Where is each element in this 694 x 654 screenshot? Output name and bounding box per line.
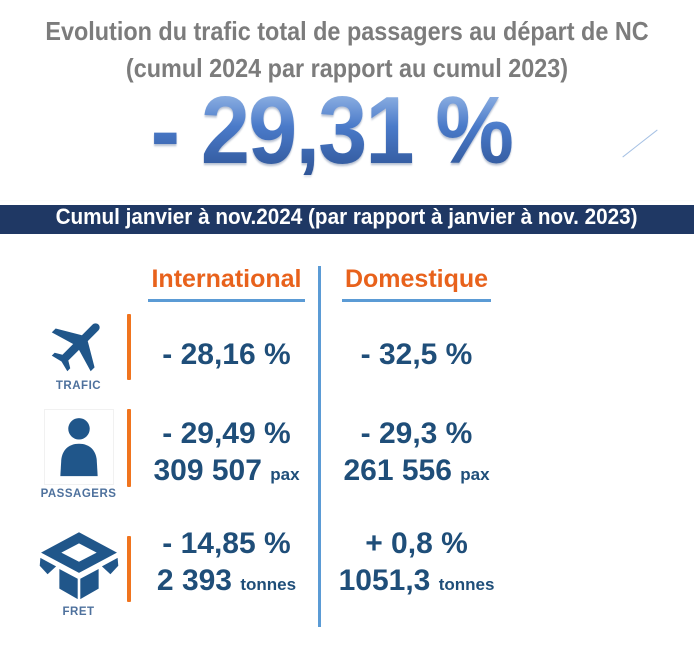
amount-number: 2 393 [156,564,232,597]
amount-unit: pax [460,465,490,484]
amount-number: 309 507 [153,454,262,487]
passagers-international-amount: 309 507 pax [153,453,299,493]
row-passagers-icon-cell: PASSAGERS [0,407,135,517]
row-label-passagers: PASSAGERS [40,488,117,500]
column-header-domestique: Domestique [318,246,560,302]
trafic-international-pct: - 28,16 % [162,337,291,371]
orange-accent-bar [127,536,131,602]
fret-international-value: - 14,85 % 2 393 tonnes [135,517,318,627]
header-spacer-right [560,246,694,302]
trafic-icon-stack: TRAFIC [30,302,127,392]
orange-accent-bar [127,409,131,487]
column-divider [318,266,321,627]
amount-unit: pax [270,465,300,484]
row-label-fret: FRET [62,606,95,618]
period-banner-text: Cumul janvier à nov.2024 (par rapport à … [56,204,638,229]
passagers-domestique-pct: - 29,3 % [360,417,473,450]
header-spacer [0,246,135,302]
open-box-icon [39,532,118,600]
title-line-1: Evolution du trafic total de passagers a… [45,16,649,46]
row-trafic-icon-cell: TRAFIC [0,302,135,407]
header-international-label: International [148,265,305,302]
person-icon-frame [43,409,114,485]
traffic-comparison-table: International Domestique TRAFIC - 28,16 … [0,246,694,627]
orange-accent-bar [127,314,131,380]
amount-unit: tonnes [438,575,495,594]
title-line-2: (cumul 2024 par rapport au cumul 2023) [125,53,569,83]
fret-international-pct: - 14,85 % [162,527,291,560]
person-icon [59,418,98,477]
passagers-international-pct: - 29,49 % [162,417,291,450]
passagers-domestique-value: - 29,3 % 261 556 pax [318,407,560,517]
fret-domestique-value: + 0,8 % 1051,3 tonnes [318,517,560,627]
amount-number: 1051,3 [338,564,431,597]
passagers-domestique-amount: 261 556 pax [343,453,489,493]
row-fret-icon-cell: FRET [0,517,135,627]
plane-icon [51,323,100,372]
trafic-domestique-value: - 32,5 % [318,302,560,407]
period-banner: Cumul janvier à nov.2024 (par rapport à … [0,200,694,234]
row2-spacer [560,407,694,517]
row1-spacer [560,302,694,407]
passagers-icon-stack: PASSAGERS [30,407,127,500]
column-header-international: International [135,246,318,302]
headline-value: - 29,31 % [28,83,666,179]
passagers-international-value: - 29,49 % 309 507 pax [135,407,318,517]
row3-spacer [560,517,694,627]
headline-figure: - 29,31 % - 29,31 % [0,83,694,205]
fret-icon-stack: FRET [30,517,127,618]
fret-international-amount: 2 393 tonnes [157,563,296,603]
trafic-international-value: - 28,16 % [135,302,318,407]
row-label-trafic: TRAFIC [55,380,102,392]
amount-unit: tonnes [240,575,297,594]
fret-domestique-amount: 1051,3 tonnes [339,563,495,603]
trafic-domestique-pct: - 32,5 % [360,337,473,371]
header-domestique-label: Domestique [341,265,492,302]
amount-number: 261 556 [343,454,452,487]
page-title: Evolution du trafic total de passagers a… [35,0,660,87]
fret-domestique-pct: + 0,8 % [365,527,468,560]
